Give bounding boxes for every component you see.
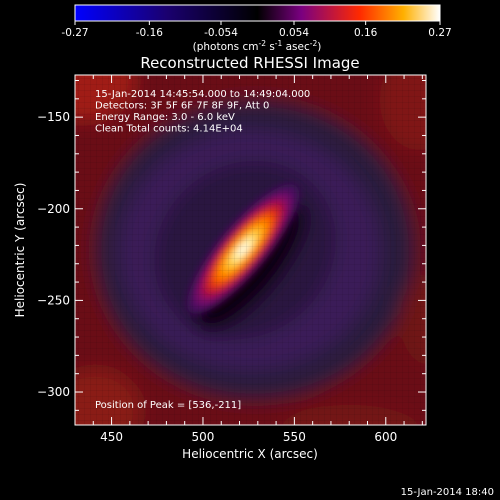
- plot-frame: [74, 74, 427, 426]
- colorbar-tick-label: 0.27: [428, 27, 451, 39]
- y-tick-label: −150: [37, 110, 70, 124]
- colorbar-ticks: -0.27 -0.16 -0.054 0.054 0.16 0.27: [61, 21, 452, 39]
- x-tick-label: 500: [192, 430, 215, 444]
- y-tick-label: −200: [37, 202, 70, 216]
- colorbar-tick-label: 0.16: [354, 27, 378, 39]
- colorbar-unit: (photons cm-2 s-1 asec-2): [193, 39, 322, 53]
- info-text: 15-Jan-2014 14:45:54.000 to 14:49:04.000…: [95, 89, 310, 135]
- y-axis-label: Heliocentric Y (arcsec): [13, 183, 27, 318]
- footer-timestamp: 15-Jan-2014 18:40: [401, 487, 494, 498]
- colorbar-tick-label: 0.054: [279, 27, 309, 39]
- colorbar-tick-label: -0.054: [204, 27, 238, 39]
- peak-position-label: Position of Peak = [536,-211]: [95, 400, 241, 411]
- info-line: Clean Total counts: 4.14E+04: [95, 124, 243, 135]
- x-axis-label: Heliocentric X (arcsec): [182, 447, 318, 461]
- info-line: Detectors: 3F 5F 6F 7F 8F 9F, Att 0: [95, 101, 269, 112]
- colorbar-tick-label: -0.27: [61, 27, 88, 39]
- info-line: Energy Range: 3.0 - 6.0 keV: [95, 112, 235, 123]
- chart-title: Reconstructed RHESSI Image: [140, 54, 359, 72]
- x-tick-label: 450: [100, 430, 123, 444]
- y-tick-label: −300: [37, 385, 70, 399]
- x-tick-label: 600: [374, 430, 397, 444]
- y-tick-label: −250: [37, 293, 70, 307]
- colorbar: [74, 4, 441, 22]
- x-tick-label: 550: [283, 430, 306, 444]
- colorbar-tick-label: -0.16: [136, 27, 163, 39]
- axis-ticks: 450 500 550 600 −150 −200 −250 −300: [37, 75, 426, 444]
- info-line: 15-Jan-2014 14:45:54.000 to 14:49:04.000: [95, 89, 310, 100]
